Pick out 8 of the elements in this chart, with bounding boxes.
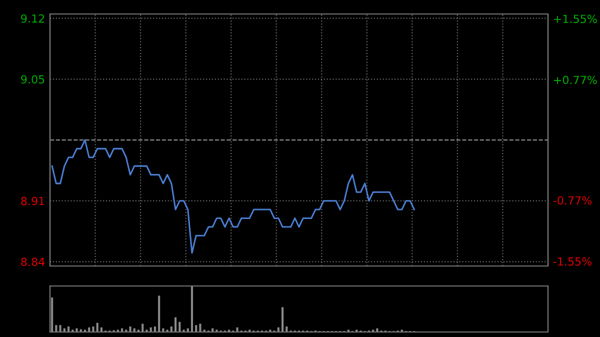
y2-tick-label: -0.77%	[553, 196, 592, 205]
y2-tick-label: +1.55%	[554, 14, 597, 24]
y2-tick-label: +0.77%	[554, 76, 597, 84]
y-tick-label: 9.12	[21, 14, 44, 23]
y2-tick-label: -1.55%	[553, 257, 592, 266]
y-tick-label: 8.91	[21, 196, 44, 206]
y-tick-label: 9.05	[21, 75, 44, 84]
y-tick-label: 8.84	[21, 258, 45, 266]
